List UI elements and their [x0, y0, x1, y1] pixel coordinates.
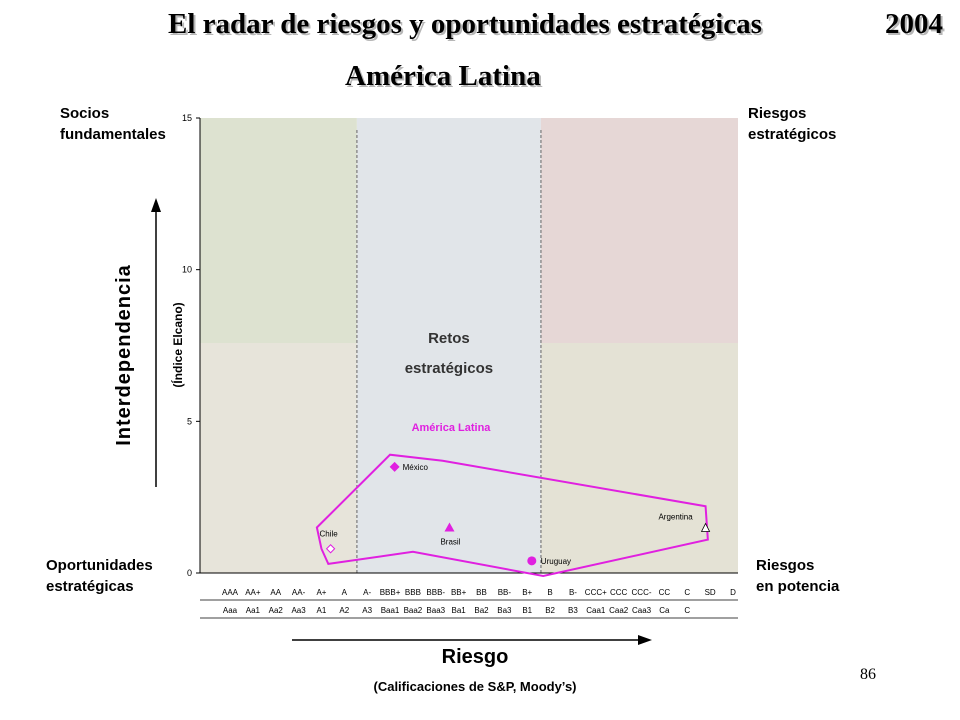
- y-axis-label: Interdependencia: [113, 264, 135, 446]
- x-tick-label-sp: B: [547, 588, 552, 597]
- point-label-mexico: México: [403, 463, 429, 472]
- x-tick-label-moodys: B2: [545, 606, 555, 615]
- point-label-argentina: Argentina: [658, 513, 693, 522]
- point-label-uruguay: Uruguay: [541, 557, 571, 566]
- point-brasil: [444, 522, 455, 532]
- x-tick-label-sp: B+: [522, 588, 532, 597]
- x-tick-label-moodys: Ba2: [474, 606, 489, 615]
- x-tick-label-sp: BBB+: [380, 588, 401, 597]
- x-tick-label-sp: C: [684, 588, 690, 597]
- quadrant-top-left-line1: Socios: [60, 105, 110, 122]
- x-tick-label-sp: BB: [476, 588, 487, 597]
- point-uruguay: [527, 556, 537, 566]
- y-tick-label: 10: [182, 265, 192, 275]
- x-tick-label-moodys: Caa2: [609, 606, 629, 615]
- quadrant-top-right-line1: Riesgos: [748, 105, 807, 122]
- x-tick-label-moodys: Ca: [659, 606, 670, 615]
- x-tick-label-moodys: B3: [568, 606, 578, 615]
- x-tick-label-sp: B-: [569, 588, 577, 597]
- x-tick-label-sp: CCC-: [632, 588, 652, 597]
- x-tick-label-moodys: Caa3: [632, 606, 652, 615]
- center-label-line1: Retos: [428, 330, 470, 347]
- quadrant-bottom-right-line2: en potencia: [756, 578, 840, 595]
- x-tick-label-moodys: Baa1: [381, 606, 400, 615]
- zone-riesgos-en-potencia: [540, 343, 738, 573]
- zone-oportunidades-estrategicas: [200, 343, 357, 573]
- quadrant-bottom-right-line1: Riesgos: [756, 557, 815, 574]
- x-axis-label: Riesgo: [441, 646, 509, 668]
- slide-subtitle: América Latina: [345, 60, 541, 92]
- x-tick-label-moodys: Ba3: [497, 606, 512, 615]
- point-mexico: [389, 461, 400, 472]
- x-tick-label-moodys: Aa2: [269, 606, 284, 615]
- y-tick-label: 0: [187, 568, 192, 578]
- x-tick-label-sp: CC: [659, 588, 671, 597]
- zone-socios-fundamentales: [200, 118, 357, 343]
- x-axis-sublabel: (Calificaciones de S&P, Moody’s): [373, 679, 577, 694]
- quadrant-top-left-line2: fundamentales: [60, 126, 166, 143]
- x-tick-label-sp: AA: [270, 588, 281, 597]
- quadrant-label-top-left: Socios fundamentales: [60, 103, 166, 145]
- zone-retos-estrategicos: [356, 118, 541, 573]
- x-tick-label-sp: AA+: [245, 588, 261, 597]
- quadrant-top-right-line2: estratégicos: [748, 126, 837, 143]
- x-tick-label-sp: BB-: [498, 588, 512, 597]
- x-tick-label-moodys: Aaa: [223, 606, 238, 615]
- slide-title: El radar de riesgos y oportunidades estr…: [168, 8, 762, 40]
- x-tick-label-sp: D: [730, 588, 736, 597]
- region-polygon: [315, 453, 709, 578]
- quadrant-bottom-left-line1: Oportunidades: [46, 557, 153, 574]
- x-tick-label-sp: A-: [363, 588, 371, 597]
- y-axis-sublabel: (Índice Elcano): [170, 302, 185, 387]
- region-label: América Latina: [412, 422, 492, 434]
- x-tick-label-moodys: Baa2: [404, 606, 423, 615]
- point-label-brasil: Brasil: [440, 538, 460, 547]
- x-tick-label-moodys: Aa1: [246, 606, 261, 615]
- x-tick-label-moodys: A2: [339, 606, 349, 615]
- x-tick-label-sp: AAA: [222, 588, 239, 597]
- x-tick-label-sp: SD: [705, 588, 716, 597]
- y-arrow-head: [151, 198, 161, 212]
- point-argentina: [700, 522, 711, 532]
- point-label-chile: Chile: [319, 530, 338, 539]
- y-tick-label: 15: [182, 113, 192, 123]
- x-tick-label-sp: BBB-: [426, 588, 445, 597]
- x-tick-label-sp: A+: [316, 588, 326, 597]
- quadrant-bottom-left-line2: estratégicas: [46, 578, 134, 595]
- x-tick-label-moodys: C: [684, 606, 690, 615]
- x-tick-label-moodys: B1: [522, 606, 532, 615]
- y-tick-label: 5: [187, 416, 192, 426]
- x-tick-label-sp: BBB: [405, 588, 421, 597]
- x-tick-label-sp: BB+: [451, 588, 467, 597]
- x-tick-label-moodys: A3: [362, 606, 372, 615]
- x-tick-label-sp: CCC+: [585, 588, 607, 597]
- quadrant-label-bottom-right: Riesgos en potencia: [756, 555, 839, 597]
- x-tick-label-sp: A: [342, 588, 348, 597]
- zone-riesgos-estrategicos: [540, 118, 738, 343]
- quadrant-label-top-right: Riesgos estratégicos: [748, 103, 836, 145]
- x-tick-label-moodys: Baa3: [426, 606, 445, 615]
- center-label-line2: estratégicos: [405, 360, 493, 377]
- quadrant-label-bottom-left: Oportunidades estratégicas: [46, 555, 153, 597]
- x-tick-label-moodys: A1: [317, 606, 327, 615]
- point-chile: [325, 544, 336, 554]
- page-number: 86: [860, 666, 876, 683]
- x-tick-label-sp: AA-: [292, 588, 306, 597]
- x-tick-label-moodys: Ba1: [452, 606, 467, 615]
- slide-year: 2004: [885, 8, 943, 40]
- x-arrow-head: [638, 635, 652, 645]
- x-tick-label-moodys: Aa3: [291, 606, 306, 615]
- x-tick-label-moodys: Caa1: [586, 606, 606, 615]
- x-tick-label-sp: CCC: [610, 588, 628, 597]
